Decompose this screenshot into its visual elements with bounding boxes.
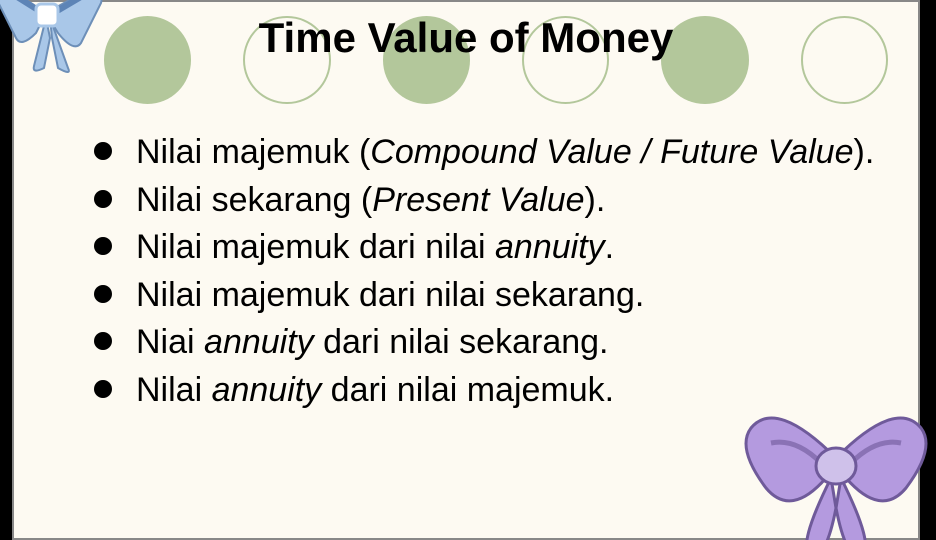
bullet-text: Niai <box>136 323 204 361</box>
bullet-text: Nilai majemuk dari nilai <box>136 228 495 266</box>
bullet-text: Nilai majemuk ( <box>136 133 370 171</box>
bullet-text: dari nilai sekarang. <box>314 323 609 361</box>
list-item: Niai annuity dari nilai sekarang. <box>92 320 878 366</box>
bullet-text-italic: Present Value <box>372 181 584 219</box>
bow-purple-icon <box>736 388 936 540</box>
bullet-text: Nilai <box>136 371 212 409</box>
slide-title: Time Value of Money <box>14 14 918 62</box>
bullet-text: dari nilai majemuk. <box>321 371 614 409</box>
bullet-text: ). <box>585 181 606 219</box>
bullet-text: Nilai majemuk dari nilai sekarang. <box>136 276 644 314</box>
list-item: Nilai majemuk dari nilai sekarang. <box>92 273 878 319</box>
list-item: Nilai sekarang (Present Value). <box>92 178 878 224</box>
bullet-text-italic: Compound Value / Future Value <box>370 133 853 171</box>
slide-content: Nilai majemuk (Compound Value / Future V… <box>92 130 878 415</box>
list-item: Nilai majemuk (Compound Value / Future V… <box>92 130 878 176</box>
bullet-text: Nilai sekarang ( <box>136 181 372 219</box>
bullet-text: . <box>605 228 614 266</box>
list-item: Nilai majemuk dari nilai annuity. <box>92 225 878 271</box>
bullet-text: ). <box>854 133 875 171</box>
bullet-text-italic: annuity <box>212 371 322 409</box>
slide: Time Value of Money Nilai majemuk (Compo… <box>12 0 920 540</box>
bow-blue-icon <box>0 0 116 78</box>
bullet-list: Nilai majemuk (Compound Value / Future V… <box>92 130 878 413</box>
bullet-text-italic: annuity <box>204 323 314 361</box>
bullet-text-italic: annuity <box>495 228 605 266</box>
